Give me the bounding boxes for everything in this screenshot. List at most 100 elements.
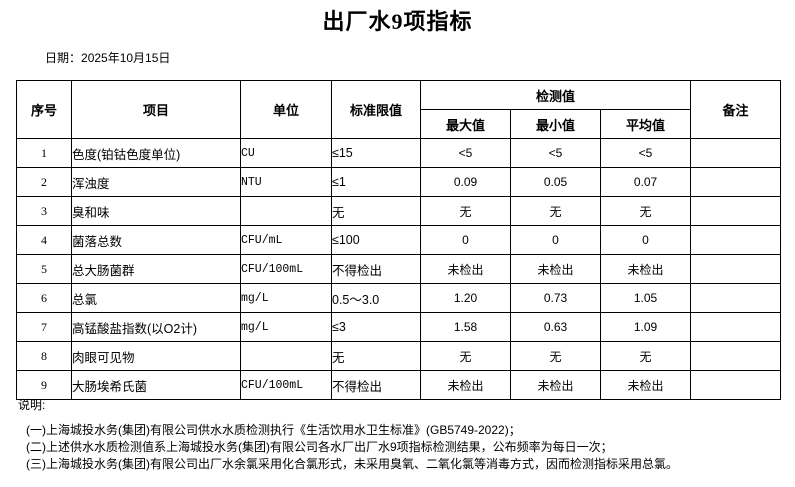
table-header-row-1: 序号 项目 单位 标准限值 检测值 备注: [16, 80, 782, 139]
table-row: 4 菌落总数 CFU/mL ≤100 0 0 0: [16, 225, 782, 255]
cell-avg: 无: [599, 196, 692, 226]
cell-max: <5: [420, 138, 511, 168]
cell-standard-limit: ≤1: [331, 167, 421, 197]
column-header-avg: 平均值: [599, 109, 692, 139]
table-row: 8 肉眼可见物 无 无 无 无: [16, 341, 782, 371]
cell-max: 无: [420, 196, 511, 226]
cell-item: 大肠埃希氏菌: [71, 370, 241, 400]
cell-standard-limit: 0.5～3.0: [331, 283, 421, 313]
table-row: 7 高锰酸盐指数(以O2计) mg/L ≤3 1.58 0.63 1.09: [16, 312, 782, 342]
cell-remark: [690, 312, 782, 342]
cell-standard-limit: 不得检出: [331, 254, 421, 284]
cell-unit: NTU: [240, 167, 332, 197]
table-body: 1 色度(铂钴色度单位) CU ≤15 <5 <5 <5 2 浑浊度 NTU ≤…: [16, 138, 782, 400]
cell-unit: mg/L: [240, 312, 332, 342]
cell-avg: <5: [599, 138, 692, 168]
note-line-3: (三)上海城投水务(集团)有限公司出厂水余氯采用化合氯形式，未采用臭氧、二氧化氯…: [26, 457, 678, 471]
cell-min: 未检出: [510, 370, 601, 400]
table-row: 9 大肠埃希氏菌 CFU/100mL 不得检出 未检出 未检出 未检出: [16, 370, 782, 400]
cell-min: 0.63: [510, 312, 601, 342]
cell-item: 肉眼可见物: [71, 341, 241, 371]
cell-min: 0.73: [510, 283, 601, 313]
cell-unit: [240, 341, 332, 371]
cell-no: 9: [16, 370, 72, 400]
cell-no: 1: [16, 138, 72, 168]
cell-remark: [690, 341, 782, 371]
cell-no: 7: [16, 312, 72, 342]
table-header-row-2: 最大值 最小值 平均值: [17, 109, 781, 139]
cell-min: 无: [510, 341, 601, 371]
cell-no: 5: [16, 254, 72, 284]
cell-max: 0: [420, 225, 511, 255]
cell-no: 8: [16, 341, 72, 371]
cell-unit: mg/L: [240, 283, 332, 313]
cell-remark: [690, 254, 782, 284]
column-header-measured-group: 检测值: [419, 80, 692, 110]
report-date-label: 日期：: [45, 51, 82, 65]
cell-max: 1.58: [420, 312, 511, 342]
notes-section: 说明: (一)上海城投水务(集团)有限公司供水水质检测执行《生活饮用水卫生标准》…: [18, 398, 778, 473]
table-row: 1 色度(铂钴色度单位) CU ≤15 <5 <5 <5: [16, 138, 782, 168]
cell-standard-limit: ≤100: [331, 225, 421, 255]
cell-remark: [690, 225, 782, 255]
cell-no: 4: [16, 225, 72, 255]
table-head: 序号 项目 单位 标准限值 检测值 备注 最大值 最小值 平均值: [16, 80, 782, 139]
cell-avg: 0.07: [599, 167, 692, 197]
cell-no: 2: [16, 167, 72, 197]
cell-max: 未检出: [420, 370, 511, 400]
cell-standard-limit: 无: [331, 341, 421, 371]
column-header-max: 最大值: [420, 109, 511, 139]
cell-min: <5: [510, 138, 601, 168]
column-header-no: 序号: [16, 80, 72, 139]
cell-min: 0.05: [510, 167, 601, 197]
cell-remark: [690, 370, 782, 400]
cell-avg: 未检出: [599, 370, 692, 400]
cell-avg: 无: [599, 341, 692, 371]
report-date: 日期：2025年10月15日: [45, 50, 170, 66]
table-row: 3 臭和味 无 无 无 无: [16, 196, 782, 226]
cell-max: 1.20: [420, 283, 511, 313]
column-header-standard-limit: 标准限值: [331, 80, 421, 139]
cell-remark: [690, 138, 782, 168]
table-row: 5 总大肠菌群 CFU/100mL 不得检出 未检出 未检出 未检出: [16, 254, 782, 284]
cell-max: 未检出: [420, 254, 511, 284]
column-header-min: 最小值: [510, 109, 601, 139]
note-line-2: (二)上述供水水质检测值系上海城投水务(集团)有限公司各水厂出厂水9项指标检测结…: [26, 440, 613, 454]
cell-min: 未检出: [510, 254, 601, 284]
cell-avg: 1.09: [599, 312, 692, 342]
cell-item: 浑浊度: [71, 167, 241, 197]
table-row: 6 总氯 mg/L 0.5～3.0 1.20 0.73 1.05: [16, 283, 782, 313]
cell-unit: [240, 196, 332, 226]
cell-no: 3: [16, 196, 72, 226]
cell-remark: [690, 196, 782, 226]
report-date-value: 2025年10月15日: [81, 51, 171, 65]
cell-avg: 未检出: [599, 254, 692, 284]
column-header-unit: 单位: [240, 80, 332, 139]
cell-unit: CFU/100mL: [240, 370, 332, 400]
cell-standard-limit: ≤15: [331, 138, 421, 168]
cell-unit: CU: [240, 138, 332, 168]
cell-standard-limit: ≤3: [331, 312, 421, 342]
table-row: 2 浑浊度 NTU ≤1 0.09 0.05 0.07: [16, 167, 782, 197]
indicators-table-container: 序号 项目 单位 标准限值 检测值 备注 最大值 最小值 平均值 1 色度(铂钴…: [16, 80, 782, 400]
cell-item: 臭和味: [71, 196, 241, 226]
notes-title: 说明:: [18, 398, 46, 412]
cell-item: 色度(铂钴色度单位): [71, 138, 241, 168]
column-header-remark: 备注: [690, 80, 782, 139]
cell-avg: 0: [599, 225, 692, 255]
page-title: 出厂水9项指标: [322, 9, 473, 34]
cell-remark: [690, 283, 782, 313]
column-header-item: 项目: [71, 80, 241, 139]
cell-min: 0: [510, 225, 601, 255]
cell-avg: 1.05: [599, 283, 692, 313]
cell-unit: CFU/mL: [240, 225, 332, 255]
indicators-table: 序号 项目 单位 标准限值 检测值 备注 最大值 最小值 平均值 1 色度(铂钴…: [16, 80, 782, 400]
cell-item: 总氯: [71, 283, 241, 313]
cell-max: 0.09: [420, 167, 511, 197]
cell-item: 高锰酸盐指数(以O2计): [71, 312, 241, 342]
cell-min: 无: [510, 196, 601, 226]
cell-item: 菌落总数: [71, 225, 241, 255]
cell-remark: [690, 167, 782, 197]
cell-standard-limit: 不得检出: [331, 370, 421, 400]
